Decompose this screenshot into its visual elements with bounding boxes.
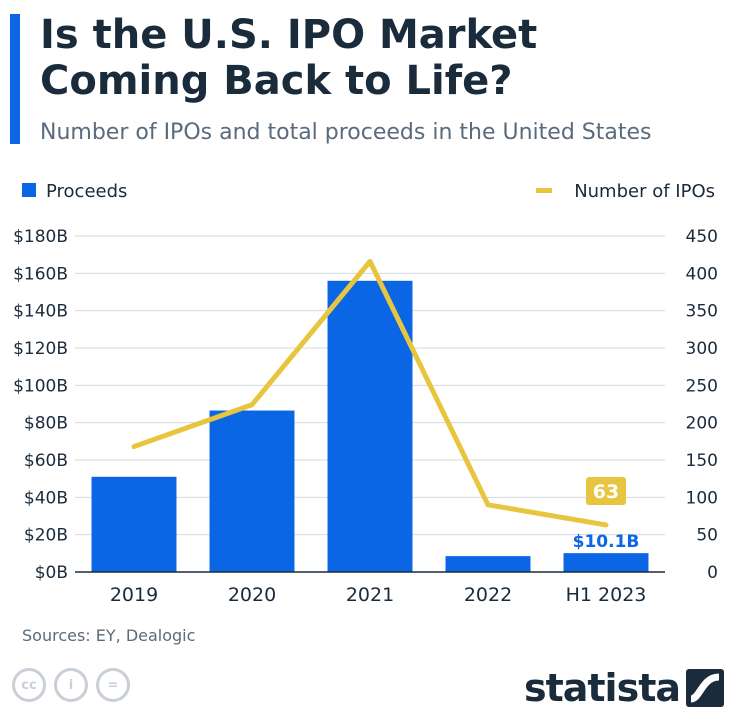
x-tick-label: 2019 [110, 584, 158, 606]
chart-area: Proceeds Number of IPOs $0B $20B $40B $60B $80… [13, 181, 718, 606]
title-accent-bar [10, 14, 20, 144]
statista-logo-icon [686, 669, 724, 707]
data-label-ipos-badge [586, 476, 626, 505]
no-derivatives-icon[interactable]: = [96, 668, 130, 702]
x-tick-label: H1 2023 [566, 584, 647, 606]
data-label-ipos: 63 [593, 481, 619, 503]
y-left-tick-label: $100B [13, 376, 68, 396]
legend-label-ipos: Number of IPOs [574, 181, 715, 202]
y-left-tick-label: $140B [13, 302, 68, 322]
bar-proceeds [563, 553, 649, 572]
y-right-tick-label: 400 [686, 264, 718, 284]
x-tick-label: 2022 [464, 584, 512, 606]
y-left-tick-label: $180B [13, 227, 68, 247]
bar-proceeds [91, 476, 177, 572]
brand-name: statista [523, 666, 681, 710]
chart-title: Is the U.S. IPO Market Coming Back to Li… [40, 12, 538, 104]
attribution-icon[interactable]: i [54, 668, 88, 702]
y-left-tick-label: $160B [13, 264, 68, 284]
x-tick-label: 2020 [228, 584, 276, 606]
y-left-tick-label: $120B [13, 339, 68, 359]
bar-proceeds [209, 410, 295, 572]
legend-swatch-ipos [536, 188, 552, 193]
bar-proceeds [445, 556, 531, 572]
y-left-tick-label: $40B [24, 488, 68, 508]
y-left-tick-label: $0B [35, 563, 68, 583]
data-label-proceeds: $10.1B [573, 532, 640, 552]
y-left-tick-label: $20B [24, 526, 68, 546]
y-left-tick-label: $80B [24, 414, 68, 434]
y-right-tick-label: 250 [686, 376, 718, 396]
y-right-tick-label: 50 [696, 526, 718, 546]
y-left-tick-label: $60B [24, 451, 68, 471]
legend-swatch-proceeds [22, 183, 36, 197]
x-tick-label: 2021 [346, 584, 394, 606]
bar-proceeds [327, 280, 413, 572]
y-right-tick-label: 100 [686, 488, 718, 508]
y-right-tick-label: 0 [707, 563, 718, 583]
license-icons: cc i = [12, 668, 130, 702]
brand-logo[interactable]: statista [524, 666, 724, 710]
y-right-tick-label: 150 [686, 451, 718, 471]
creative-commons-icon[interactable]: cc [12, 668, 46, 702]
source-note: Sources: EY, Dealogic [22, 626, 196, 645]
y-right-tick-label: 300 [686, 339, 718, 359]
y-right-tick-label: 350 [686, 302, 718, 322]
legend-label-proceeds: Proceeds [46, 181, 127, 202]
y-right-tick-label: 200 [686, 414, 718, 434]
chart-subtitle: Number of IPOs and total proceeds in the… [40, 120, 652, 145]
y-right-tick-label: 450 [686, 227, 718, 247]
